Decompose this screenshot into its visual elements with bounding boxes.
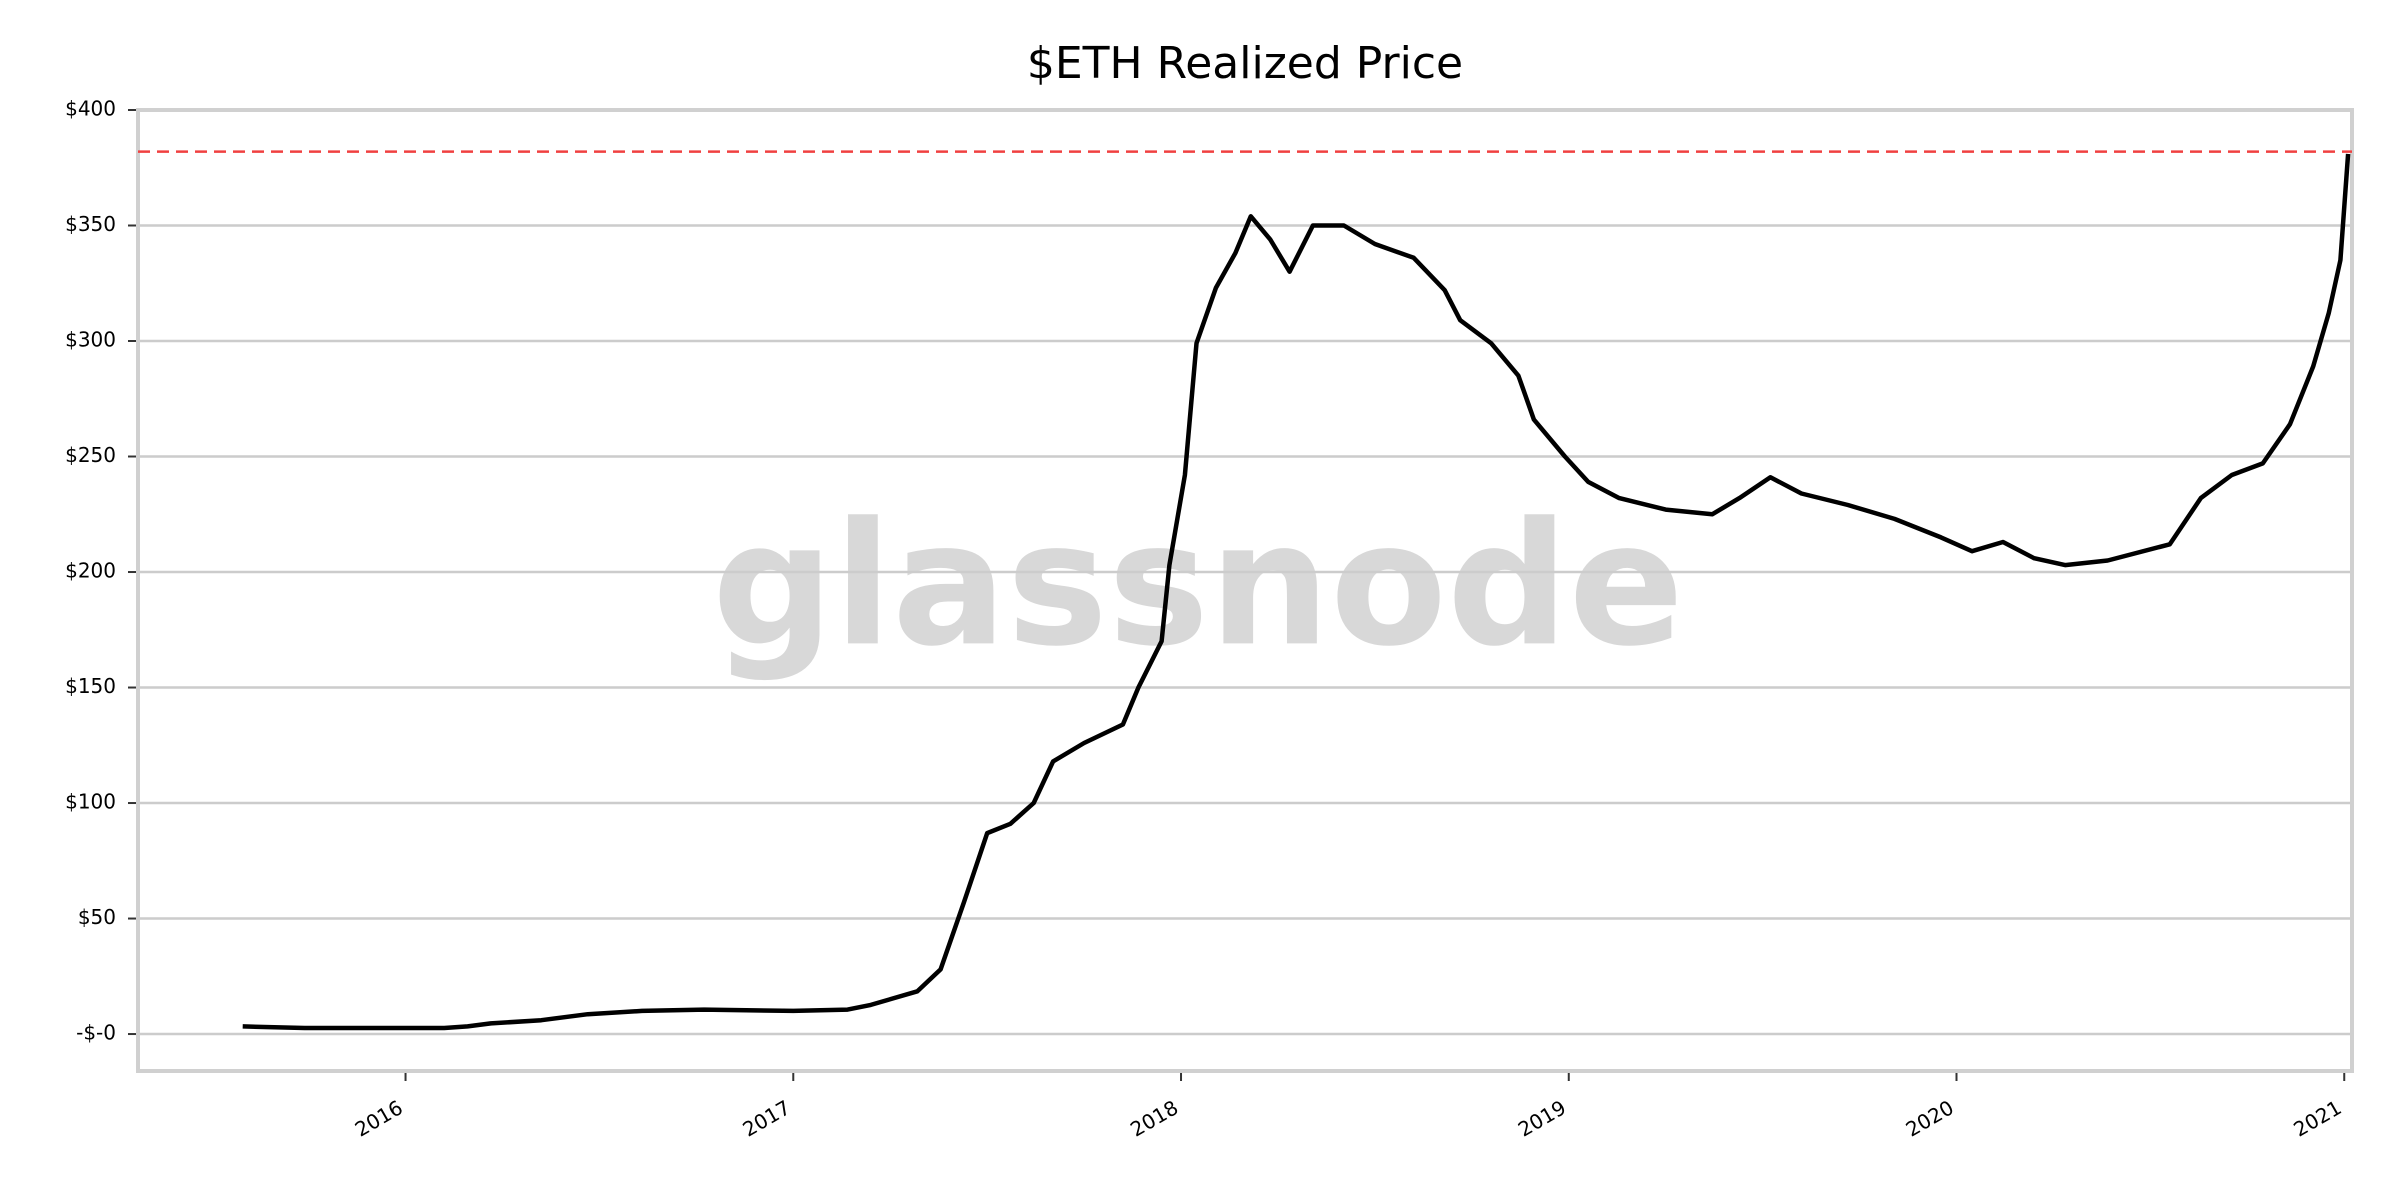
x-tick-label: 2018 [1126, 1095, 1182, 1141]
y-tick-label: $150 [65, 674, 116, 698]
watermark: glassnode [712, 486, 1684, 684]
y-tick-label: $50 [78, 905, 116, 929]
y-tick-label: $400 [65, 97, 116, 121]
y-tick-label: $300 [65, 328, 116, 352]
x-tick-label: 2021 [2289, 1095, 2345, 1141]
x-tick-label: 2016 [351, 1095, 407, 1141]
y-tick-label: $350 [65, 212, 116, 236]
x-tick-label: 2020 [1902, 1095, 1958, 1141]
plot-frame [136, 108, 2354, 1073]
x-tick-label: 2017 [738, 1095, 794, 1141]
price-line [242, 153, 2351, 1031]
x-tick-label: 2019 [1514, 1095, 1570, 1141]
chart-title: $ETH Realized Price [1027, 38, 1463, 89]
y-tick-label: $200 [65, 559, 116, 583]
y-tick-label: $250 [65, 443, 116, 467]
y-tick-label: -$-0 [76, 1021, 116, 1045]
y-tick-label: $100 [65, 790, 116, 814]
